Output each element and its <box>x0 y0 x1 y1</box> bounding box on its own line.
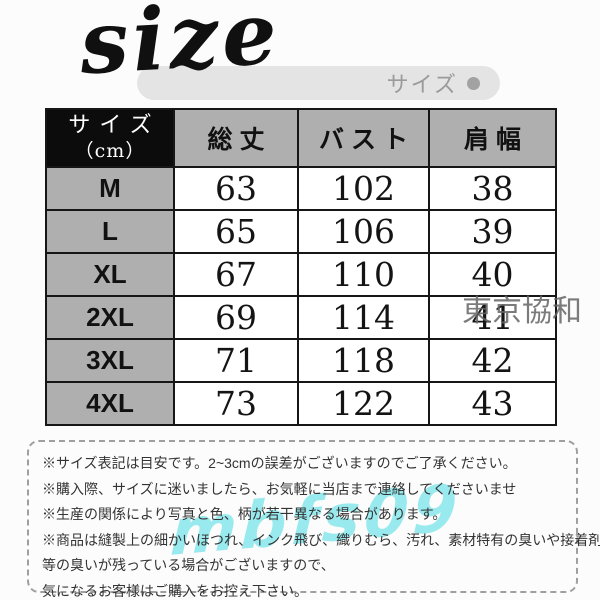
value-cell: 106 <box>297 209 430 254</box>
note-line: 気になるお客様はご購入をお控え下さい。 <box>42 582 308 599</box>
value-cell: 43 <box>428 381 557 426</box>
table-row: M 63 102 38 <box>45 166 557 211</box>
size-label-cell: 4XL <box>45 381 175 426</box>
note-line: ※購入際、サイズに迷いましたら、お気軽に当店まで連絡してくださいませ <box>42 480 517 497</box>
note-line: ※サイズ表記は目安です。2~3cmの誤差がございますのでご了承ください。 <box>42 455 517 471</box>
size-label-cell: XL <box>45 252 175 297</box>
value-cell: 41 <box>428 295 557 340</box>
size-label-cell: 3XL <box>45 338 175 383</box>
value-cell: 39 <box>428 209 557 254</box>
value-cell: 38 <box>428 166 557 211</box>
table-row: 2XL 69 114 41 <box>45 295 557 340</box>
note-line: ※生産の関係により写真と色、柄が若干異なる場合があります。 <box>42 506 447 522</box>
value-cell: 118 <box>297 338 430 383</box>
corner-header-cell: サイズ （cm） <box>45 108 175 168</box>
value-cell: 65 <box>173 209 299 254</box>
column-header-shoulder: 肩幅 <box>428 108 557 168</box>
dot-icon <box>467 76 480 90</box>
value-cell: 73 <box>173 381 299 426</box>
column-header-bust: バスト <box>297 108 430 168</box>
table-header-row: サイズ （cm） 総丈 バスト 肩幅 <box>45 108 557 168</box>
size-table: サイズ （cm） 総丈 バスト 肩幅 M 63 102 38 L 65 106 … <box>45 108 557 426</box>
column-header-length: 総丈 <box>173 108 299 168</box>
seller-watermark: 東京協和 <box>462 295 582 328</box>
note-line: 等の臭いが残っている場合がございますので、 <box>42 557 335 573</box>
value-cell: 102 <box>297 166 430 211</box>
size-label-cell: M <box>45 166 175 211</box>
table-row: XL 67 110 40 <box>45 252 557 297</box>
size-label-cell: L <box>45 209 175 254</box>
value-cell: 40 <box>428 252 557 297</box>
size-label-cell: 2XL <box>45 295 175 340</box>
value-cell: 42 <box>428 338 557 383</box>
value-cell: 122 <box>297 381 430 426</box>
corner-header-line1: サイズ <box>68 113 161 138</box>
value-cell: 114 <box>297 295 430 340</box>
value-cell: 67 <box>173 252 299 297</box>
pill-label: サイズ <box>386 72 458 97</box>
table-row: L 65 106 39 <box>45 209 557 254</box>
value-cell: 110 <box>297 252 430 297</box>
notes-box: ※サイズ表記は目安です。2~3cmの誤差がございますのでご了承ください。 ※購入… <box>27 440 600 599</box>
value-cell: 63 <box>173 166 299 211</box>
page-title: size <box>77 0 284 95</box>
table-row: 3XL 71 118 42 <box>45 338 557 383</box>
size-header-pill: サイズ <box>137 66 500 100</box>
note-line: ※商品は縫製上の細かいほつれ、インク飛び、織りむら、汚れ、素材特有の臭いや接着剤 <box>42 531 600 548</box>
value-cell: 71 <box>173 338 299 383</box>
value-cell: 69 <box>173 295 299 340</box>
corner-header-line2: （cm） <box>74 140 146 162</box>
table-row: 4XL 73 122 43 <box>45 381 557 426</box>
